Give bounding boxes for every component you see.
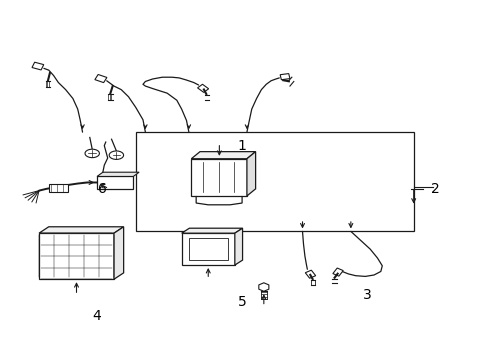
Bar	[191, 159, 246, 196]
Polygon shape	[280, 73, 289, 80]
Text: 5: 5	[237, 295, 246, 309]
Bar	[49, 184, 68, 192]
Polygon shape	[191, 152, 255, 159]
Polygon shape	[181, 228, 242, 233]
Polygon shape	[39, 227, 123, 233]
Polygon shape	[305, 270, 315, 278]
Polygon shape	[246, 152, 255, 196]
Bar	[188, 238, 227, 260]
Text: 2: 2	[430, 182, 439, 196]
Polygon shape	[109, 151, 123, 159]
Bar	[39, 233, 114, 279]
Text: 1: 1	[237, 139, 246, 153]
Text: 3: 3	[363, 288, 371, 302]
Polygon shape	[197, 84, 208, 93]
Polygon shape	[95, 75, 107, 82]
Polygon shape	[234, 228, 242, 265]
Polygon shape	[32, 62, 43, 70]
Bar	[136, 132, 413, 231]
Polygon shape	[97, 172, 139, 176]
Bar	[181, 233, 234, 265]
Polygon shape	[258, 283, 268, 291]
Bar	[97, 176, 133, 189]
Text: 6: 6	[98, 182, 106, 196]
Polygon shape	[114, 227, 123, 279]
Text: 4: 4	[93, 310, 101, 324]
Polygon shape	[85, 149, 99, 158]
Polygon shape	[332, 268, 343, 276]
